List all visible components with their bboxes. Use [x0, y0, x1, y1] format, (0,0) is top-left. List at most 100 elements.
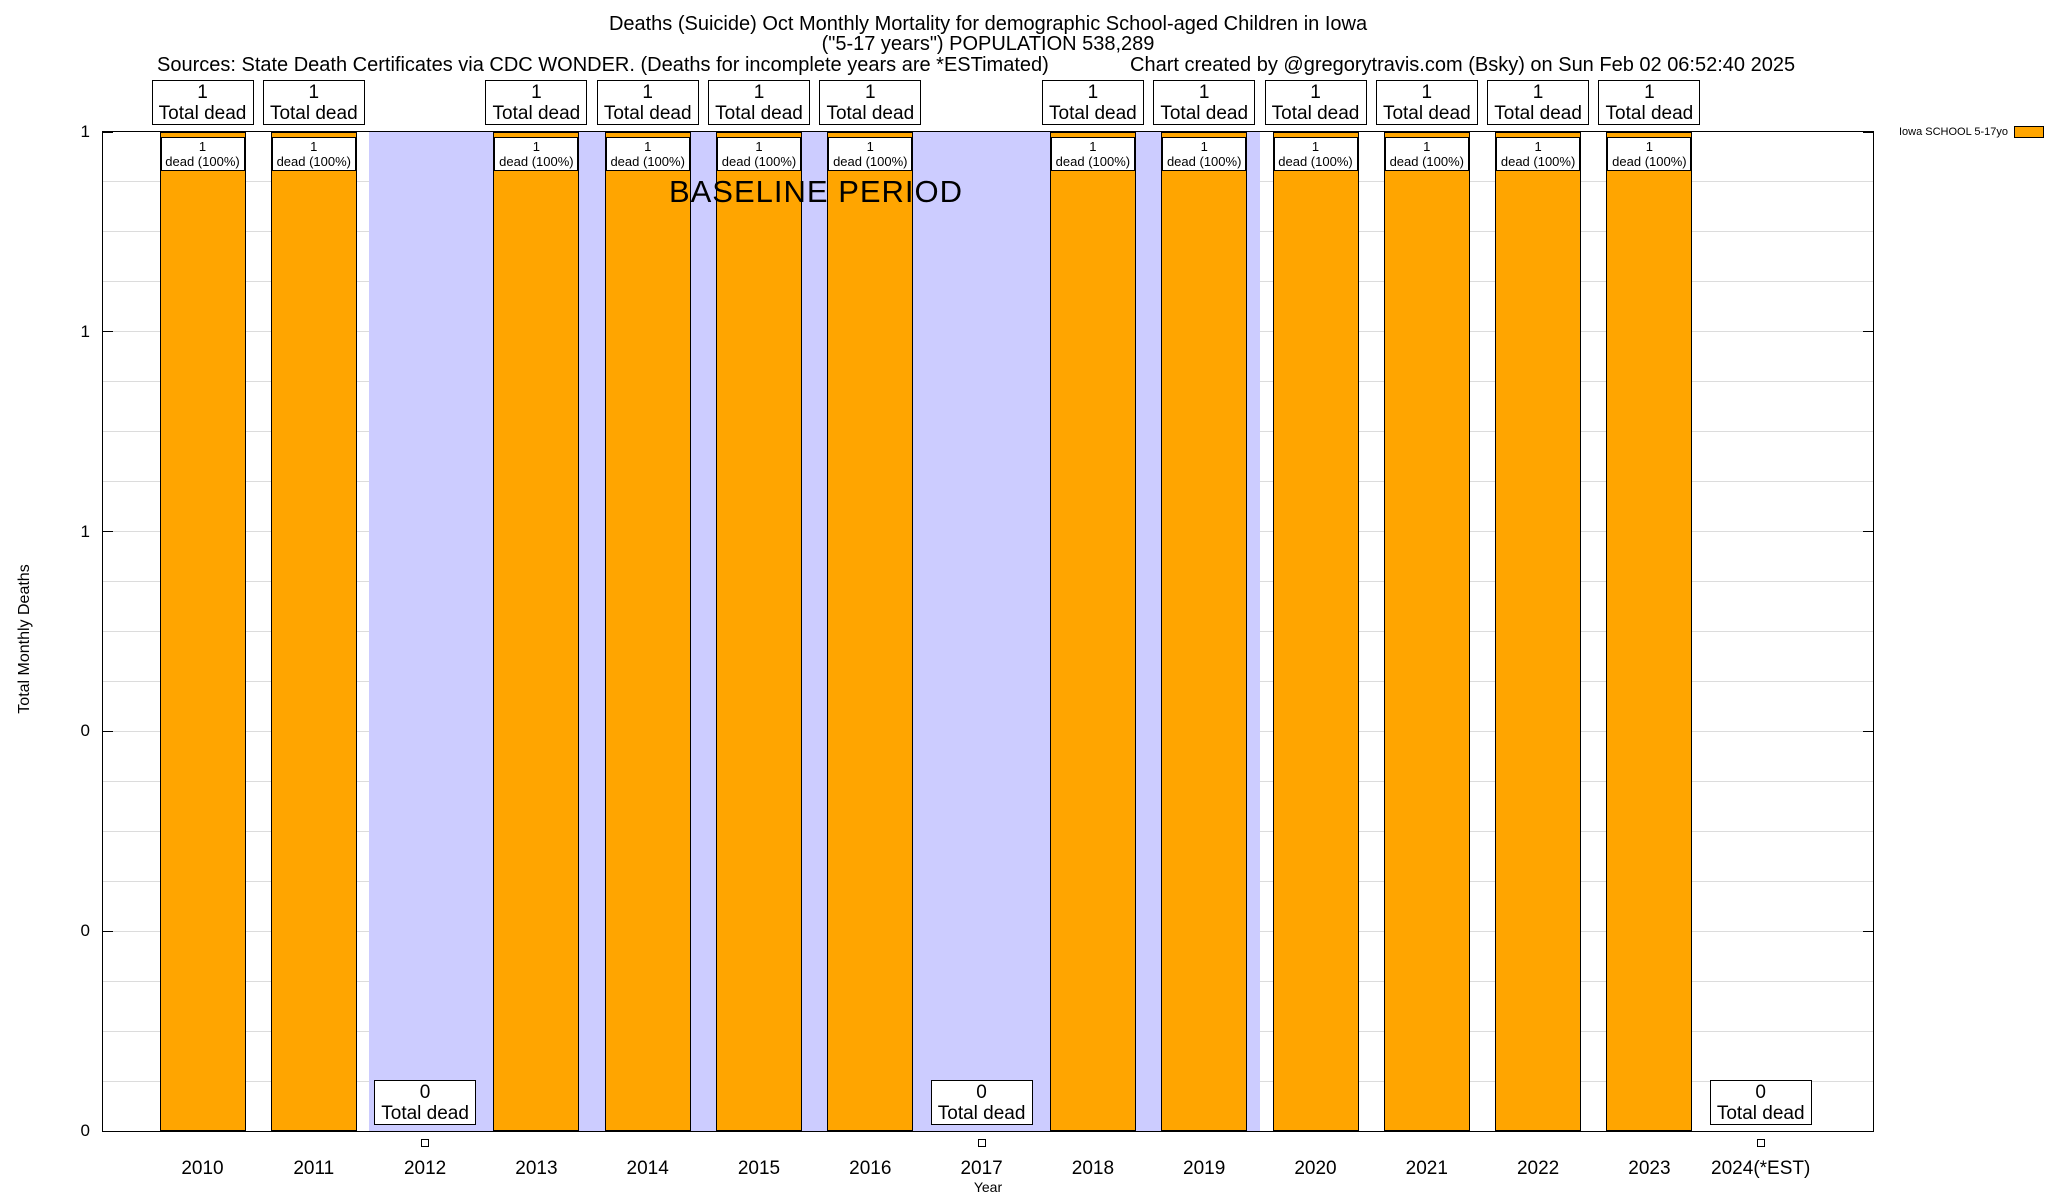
total-dead-text: Total dead: [1160, 103, 1249, 124]
bar: [159, 132, 246, 1131]
chart-title-line2: ("5-17 years") POPULATION 538,289: [821, 33, 1155, 55]
dead-percent-count: 1: [644, 139, 652, 154]
dead-percent-text: dead (100%): [833, 154, 908, 169]
zero-dead-count: 0: [419, 1082, 431, 1103]
bar: [270, 132, 357, 1131]
x-tick-label: 2024(*EST): [1711, 1158, 1811, 1179]
dead-percent-text: dead (100%): [721, 154, 797, 169]
chart-credit-note: Chart created by @gregorytravis.com (Bsk…: [1130, 54, 1796, 76]
baseline-period-annotation: BASELINE PERIOD: [668, 174, 964, 209]
total-dead-text: Total dead: [269, 103, 358, 124]
y-tick-mark: [103, 131, 113, 133]
y-tick-mark-right: [1863, 930, 1873, 932]
y-tick-label: 0: [80, 921, 90, 941]
total-dead-text: Total dead: [492, 103, 581, 124]
bar: [827, 132, 914, 1131]
x-tick-label: 2015: [737, 1158, 781, 1179]
zero-value-marker: [977, 1139, 986, 1147]
dead-percent-count: 1: [310, 139, 318, 154]
bar: [1606, 132, 1693, 1131]
dead-percent-label-box: 1 dead (100%): [1273, 137, 1358, 171]
total-dead-label-box: 1 Total dead: [1264, 80, 1367, 125]
dead-percent-count: 1: [198, 139, 207, 154]
dead-percent-count: 1: [532, 139, 540, 154]
legend: Iowa SCHOOL 5-17yo: [1878, 126, 2044, 138]
total-dead-count: 1: [1644, 82, 1655, 103]
total-dead-label-box: 1 Total dead: [1153, 80, 1256, 125]
bar: [716, 132, 802, 1131]
total-dead-count: 1: [197, 82, 208, 103]
dead-percent-text: dead (100%): [610, 154, 685, 169]
total-dead-count: 1: [308, 82, 320, 103]
dead-percent-count: 1: [1534, 139, 1542, 154]
y-tick-label: 1: [80, 521, 90, 541]
dead-percent-text: dead (100%): [165, 154, 240, 169]
total-dead-label-box: 1 Total dead: [1375, 80, 1478, 125]
y-tick-mark: [103, 331, 113, 333]
y-tick-mark: [103, 1130, 113, 1132]
bar: [1161, 132, 1248, 1131]
x-tick-label: 2013: [515, 1158, 558, 1179]
zero-dead-count: 0: [976, 1082, 987, 1103]
total-dead-label-box: 1 Total dead: [151, 80, 254, 125]
total-dead-count: 1: [865, 82, 876, 103]
dead-percent-label-box: 1 dead (100%): [1496, 137, 1581, 171]
dead-percent-label-box: 1 dead (100%): [1384, 137, 1469, 171]
dead-percent-text: dead (100%): [1500, 154, 1576, 169]
x-tick-label: 2014: [626, 1158, 669, 1179]
dead-percent-label-box: 1 dead (100%): [717, 137, 801, 171]
bar: [1049, 132, 1136, 1131]
total-dead-text: Total dead: [1494, 103, 1582, 124]
total-dead-count: 1: [1532, 82, 1544, 103]
x-tick-label: 2016: [849, 1158, 892, 1179]
y-tick-label: 0: [80, 721, 90, 741]
dead-percent-label-box: 1 dead (100%): [1162, 137, 1247, 171]
x-tick-label: 2019: [1183, 1158, 1226, 1179]
y-tick-label: 0: [80, 1121, 90, 1140]
y-tick-mark-right: [1863, 1130, 1873, 1132]
x-tick-label: 2010: [181, 1158, 224, 1179]
total-dead-count: 1: [642, 82, 653, 103]
total-dead-label-box: 1 Total dead: [1041, 80, 1144, 125]
chart-sources-note: Sources: State Death Certificates via CD…: [157, 54, 1049, 76]
dead-percent-count: 1: [1423, 139, 1431, 154]
dead-percent-label-box: 1 dead (100%): [828, 137, 913, 171]
bar: [493, 132, 580, 1131]
total-dead-label-box: 1 Total dead: [485, 80, 588, 125]
chart-title-line1: Deaths (Suicide) Oct Monthly Mortality f…: [608, 13, 1368, 35]
dead-percent-text: dead (100%): [1612, 154, 1687, 169]
total-dead-count: 1: [1087, 82, 1099, 103]
dead-percent-label-box: 1 dead (100%): [271, 137, 356, 171]
total-dead-count: 1: [1310, 82, 1321, 103]
dead-percent-count: 1: [1645, 139, 1653, 154]
dead-percent-count: 1: [1200, 139, 1208, 154]
total-dead-text: Total dead: [1271, 103, 1360, 124]
bar: [1272, 132, 1359, 1131]
dead-percent-text: dead (100%): [1278, 154, 1353, 169]
dead-percent-label-box: 1 dead (100%): [1607, 137, 1692, 171]
dead-percent-text: dead (100%): [1166, 154, 1242, 169]
total-dead-count: 1: [531, 82, 542, 103]
dead-percent-label-box: 1 dead (100%): [1050, 137, 1135, 171]
x-tick-label: 2022: [1516, 1158, 1560, 1179]
y-tick-mark-right: [1863, 131, 1873, 133]
dead-percent-text: dead (100%): [1055, 154, 1131, 169]
x-tick-label: 2011: [293, 1158, 335, 1179]
zero-dead-label-box: 0 Total dead: [930, 1080, 1033, 1125]
dead-percent-text: dead (100%): [499, 154, 574, 169]
y-tick-mark: [103, 730, 113, 732]
y-tick-label: 1: [80, 122, 90, 141]
total-dead-text: Total dead: [603, 103, 692, 124]
x-tick-label: 2012: [403, 1158, 447, 1179]
y-axis-title: Total Monthly Deaths: [16, 564, 33, 714]
total-dead-label-box: 1 Total dead: [1487, 80, 1590, 125]
zero-dead-label-box: 0 Total dead: [374, 1080, 477, 1125]
y-tick-mark: [103, 930, 113, 932]
legend-swatch-icon: [2014, 126, 2044, 138]
total-dead-text: Total dead: [158, 103, 247, 124]
dead-percent-label-box: 1 dead (100%): [160, 137, 245, 171]
dead-percent-label-box: 1 dead (100%): [494, 137, 579, 171]
y-tick-mark-right: [1863, 730, 1873, 732]
total-dead-label-box: 1 Total dead: [262, 80, 365, 125]
